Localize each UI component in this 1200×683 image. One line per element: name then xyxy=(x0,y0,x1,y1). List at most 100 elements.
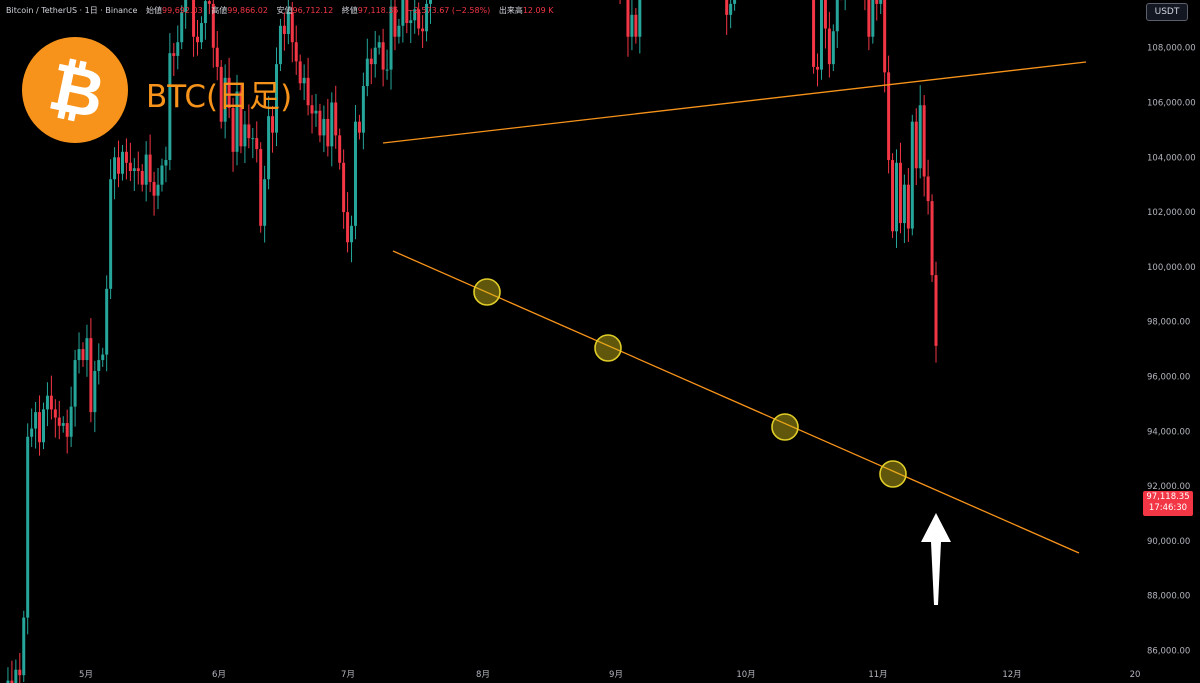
time-tick-label: 5月 xyxy=(79,670,93,680)
candle-body xyxy=(867,0,871,37)
candle-body xyxy=(361,86,365,133)
candle-body xyxy=(898,162,902,224)
candle-body xyxy=(271,116,275,133)
candle-body xyxy=(725,0,729,15)
candle-body xyxy=(397,25,401,37)
time-tick-label: 11月 xyxy=(868,670,887,680)
candle-body xyxy=(377,42,381,48)
candle-body xyxy=(401,0,405,26)
candle-body xyxy=(930,201,934,276)
volume-label: 出来高 xyxy=(498,6,523,15)
price-tick-label: 86,000.00 xyxy=(1147,647,1190,657)
candle-body xyxy=(314,110,318,114)
price-axis: 86,000.00 88,000.00 90,000.00 92,000.00 94,0… xyxy=(1147,44,1196,657)
time-tick-label: 12月 xyxy=(1002,670,1021,680)
candle-body xyxy=(274,64,278,133)
candle-body xyxy=(891,160,895,232)
low-value: 96,712.12 xyxy=(292,6,334,15)
candle-body xyxy=(819,0,823,70)
last-price-tag: 97,118.35 17:46:30 xyxy=(1143,491,1193,516)
candle-body xyxy=(172,53,176,56)
currency-button[interactable]: USDT xyxy=(1146,3,1188,21)
price-tick-label: 98,000.00 xyxy=(1147,318,1190,328)
candle-body xyxy=(93,371,97,413)
candle-body xyxy=(65,423,69,437)
candle-body xyxy=(61,423,65,426)
candle-body xyxy=(30,428,34,437)
upper-trendline[interactable] xyxy=(382,61,1087,144)
candle-body xyxy=(831,31,835,65)
candle-body xyxy=(160,165,164,185)
candle-body xyxy=(338,135,342,163)
candle-body xyxy=(425,3,429,32)
close-value: 97,118.35 xyxy=(357,6,399,15)
candle-body xyxy=(918,105,922,169)
candle-body xyxy=(113,157,117,180)
candle-body xyxy=(883,0,887,73)
candle-body xyxy=(429,0,433,4)
candle-body xyxy=(6,680,10,683)
candle-body xyxy=(203,1,207,24)
candle-body xyxy=(184,0,188,13)
candle-body xyxy=(247,124,251,139)
candle-body xyxy=(409,20,413,24)
candle-body xyxy=(152,181,156,196)
candlestick-series xyxy=(6,0,938,683)
candle-body xyxy=(227,77,231,108)
lower-trendline[interactable] xyxy=(392,250,1080,554)
change-value: −2,573.67 (−2.58%) xyxy=(407,6,491,15)
candle-body xyxy=(278,25,282,65)
candle-body xyxy=(812,0,816,67)
candle-body xyxy=(914,121,918,169)
touch-circle-4 xyxy=(879,460,907,488)
candle-body xyxy=(211,3,215,48)
candle-body xyxy=(251,138,255,140)
candle-body xyxy=(73,360,77,407)
candle-body xyxy=(267,116,271,180)
candle-body xyxy=(255,138,259,150)
candle-body xyxy=(887,72,891,161)
candle-body xyxy=(827,28,831,65)
candle-body xyxy=(365,58,369,87)
candle-body xyxy=(196,36,200,43)
candle-body xyxy=(353,121,357,226)
candle-body xyxy=(144,154,148,185)
brand-title: BTC(日足) xyxy=(146,79,293,115)
candle-body xyxy=(369,58,373,65)
candle-body xyxy=(357,121,361,133)
candle-body xyxy=(97,360,101,372)
candle-body xyxy=(14,669,18,683)
open-label: 始値 xyxy=(145,6,162,15)
candle-body xyxy=(199,23,203,43)
candle-body xyxy=(306,77,310,106)
candle-body xyxy=(168,53,172,161)
candle-body xyxy=(626,0,630,37)
candle-body xyxy=(895,162,899,232)
candle-body xyxy=(164,160,168,166)
price-tick-label: 90,000.00 xyxy=(1147,537,1190,547)
candle-body xyxy=(22,617,26,676)
candle-body xyxy=(89,338,93,413)
annotation-layer xyxy=(382,61,1087,605)
candle-body xyxy=(49,395,53,410)
candle-body xyxy=(180,12,184,43)
time-tick-label: 9月 xyxy=(609,670,623,680)
price-tick-label: 108,000.00 xyxy=(1147,44,1196,54)
candle-body xyxy=(816,66,820,70)
time-tick-label: 8月 xyxy=(476,670,490,680)
candle-body xyxy=(373,47,377,65)
candle-body xyxy=(638,0,642,37)
candle-body xyxy=(322,118,326,136)
candle-body xyxy=(634,14,638,37)
symbol-label: Bitcoin / TetherUS · 1日 · Binance xyxy=(6,6,138,15)
high-value: 99,866.02 xyxy=(227,6,268,15)
candle-body xyxy=(630,14,634,37)
candle-body xyxy=(41,409,45,443)
candle-body xyxy=(405,0,409,24)
candle-body xyxy=(117,157,121,174)
candle-body xyxy=(235,91,239,152)
candle-body xyxy=(381,42,385,70)
candle-body xyxy=(109,179,113,289)
candle-body xyxy=(140,171,144,185)
